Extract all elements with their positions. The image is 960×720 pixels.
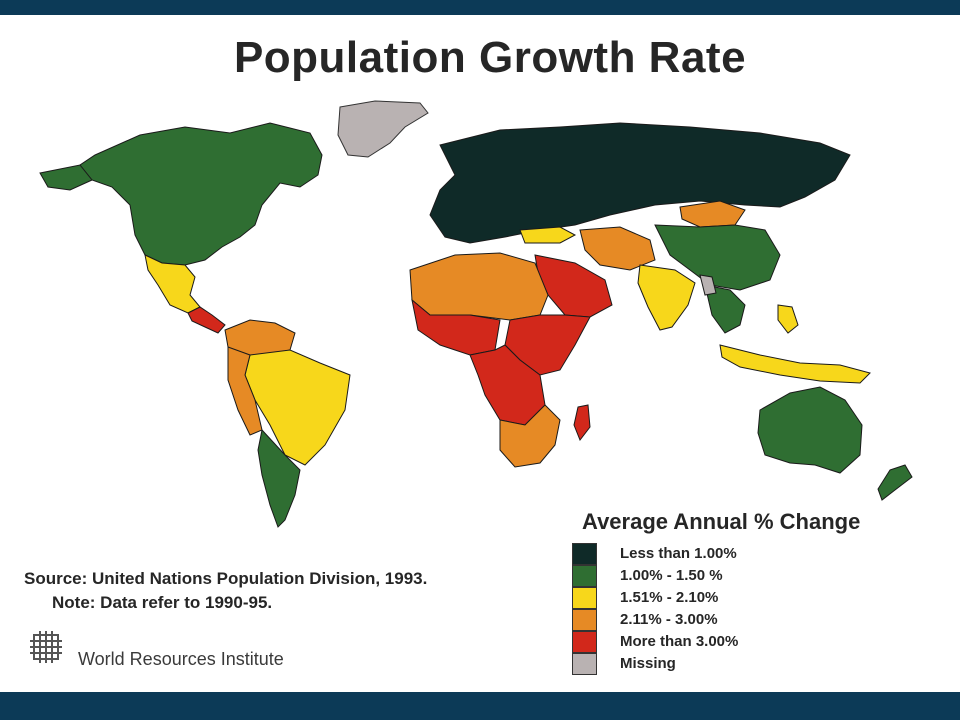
region-central-america <box>187 306 226 334</box>
legend-label: Missing <box>620 655 676 672</box>
legend-swatch <box>572 653 597 675</box>
note-text: Note: Data refer to 1990-95. <box>52 593 273 612</box>
legend-title: Average Annual % Change <box>582 509 861 534</box>
slide-panel: Population Growth Rate <box>0 15 960 692</box>
wri-logo-icon <box>30 631 62 663</box>
region-china <box>654 224 781 291</box>
region-greenland <box>337 100 429 158</box>
legend-label: 1.00% - 1.50 % <box>620 567 723 584</box>
legend-swatch <box>572 609 597 631</box>
region-philippines <box>777 304 799 334</box>
region-indonesia <box>719 344 871 384</box>
legend-label: More than 3.00% <box>620 633 739 650</box>
region-southeast-asia <box>704 284 746 334</box>
region-indochina-missing <box>699 274 717 296</box>
organization-name: World Resources Institute <box>78 649 284 669</box>
legend-label: Less than 1.00% <box>620 545 737 562</box>
legend-label: 2.11% - 3.00% <box>620 611 718 628</box>
region-north-america <box>79 122 323 266</box>
source-text: Source: United Nations Population Divisi… <box>24 569 428 588</box>
legend-swatch <box>572 587 597 609</box>
legend-swatch <box>572 631 597 653</box>
top-frame-bar <box>0 0 960 15</box>
region-central-asia <box>579 226 656 271</box>
bottom-frame-bar <box>0 692 960 720</box>
region-southern-cone <box>257 428 301 528</box>
map-title: Population Growth Rate <box>233 33 747 82</box>
region-russia-europe <box>429 122 851 244</box>
region-madagascar <box>573 404 591 442</box>
legend-swatch <box>572 565 597 587</box>
legend-swatch <box>572 543 597 565</box>
region-turkey <box>519 226 577 244</box>
region-new-zealand <box>877 464 913 501</box>
region-mongolia <box>679 200 746 228</box>
legend-label: 1.51% - 2.10% <box>620 589 719 606</box>
region-north-africa <box>409 252 549 321</box>
region-australia <box>757 386 863 474</box>
world-map <box>39 100 913 528</box>
region-india <box>637 264 696 331</box>
region-alaska <box>39 164 93 191</box>
region-southern-africa <box>499 404 561 468</box>
